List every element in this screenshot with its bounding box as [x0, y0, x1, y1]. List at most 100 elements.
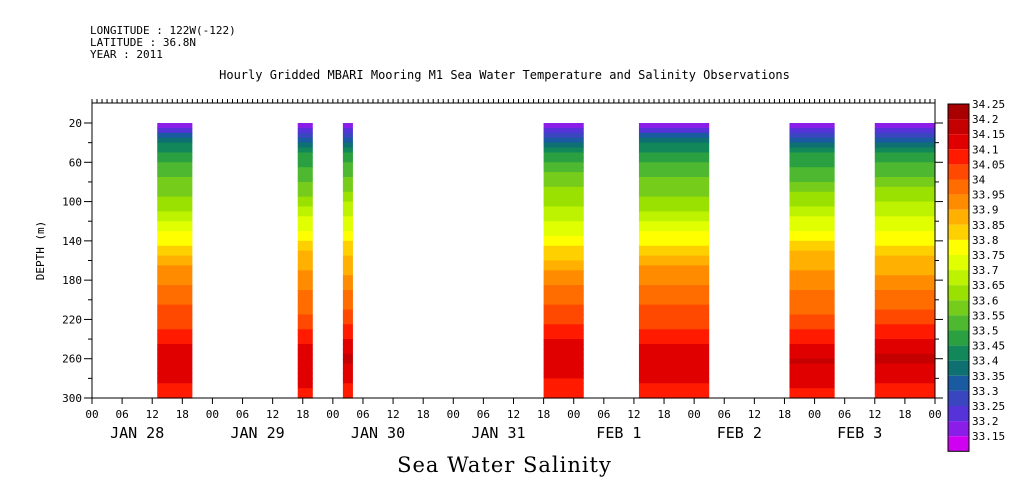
salinity-band: [342, 162, 353, 168]
salinity-band: [638, 343, 710, 350]
colorbar-swatch: [948, 119, 969, 135]
salinity-band: [874, 137, 935, 144]
salinity-band: [789, 265, 835, 271]
salinity-band: [874, 334, 935, 340]
colorbar-swatch: [948, 330, 969, 346]
salinity-band: [874, 240, 935, 247]
salinity-band: [543, 285, 584, 291]
salinity-band: [543, 319, 584, 325]
salinity-band: [157, 309, 193, 316]
colorbar-frame: [947, 103, 970, 452]
salinity-band: [157, 363, 193, 370]
salinity-band: [789, 235, 835, 242]
salinity-band: [342, 152, 353, 158]
salinity-band: [297, 270, 313, 276]
salinity-band: [342, 383, 353, 389]
salinity-band: [543, 231, 584, 237]
hour-tick-label: 18: [898, 408, 911, 421]
salinity-band: [543, 304, 584, 311]
salinity-band: [543, 152, 584, 158]
salinity-band: [297, 275, 313, 281]
salinity-band: [638, 388, 710, 394]
salinity-band: [789, 127, 835, 134]
salinity-band: [543, 368, 584, 375]
depth-tick-label: 140: [62, 235, 82, 248]
salinity-band: [543, 162, 584, 168]
colorbar-swatch: [948, 179, 969, 195]
salinity-band: [789, 348, 835, 355]
salinity-band: [297, 147, 313, 154]
colorbar-label: 33.15: [972, 430, 1005, 443]
salinity-band: [342, 132, 353, 139]
salinity-band: [342, 181, 353, 188]
salinity-band: [789, 260, 835, 267]
salinity-band: [342, 235, 353, 242]
salinity-band: [874, 132, 935, 139]
salinity-band: [789, 339, 835, 345]
salinity-band: [874, 127, 935, 134]
depth-tick-label: 180: [62, 274, 82, 287]
salinity-band: [543, 147, 584, 154]
salinity-band: [789, 167, 835, 173]
salinity-band: [157, 393, 193, 399]
salinity-band: [874, 191, 935, 198]
salinity-band: [157, 289, 193, 296]
salinity-band: [638, 231, 710, 237]
salinity-band: [342, 240, 353, 247]
salinity-band: [789, 368, 835, 375]
salinity-band: [342, 378, 353, 384]
salinity-band: [342, 177, 353, 183]
salinity-band: [157, 235, 193, 242]
salinity-band: [874, 309, 935, 316]
salinity-band: [789, 186, 835, 193]
salinity-band: [638, 353, 710, 360]
salinity-band: [789, 363, 835, 370]
hour-tick-label: 00: [808, 408, 821, 421]
salinity-band: [157, 324, 193, 330]
salinity-band: [543, 309, 584, 316]
salinity-band: [157, 211, 193, 217]
salinity-band: [157, 137, 193, 144]
salinity-band: [342, 221, 353, 227]
salinity-band: [874, 299, 935, 306]
salinity-band: [543, 299, 584, 306]
salinity-band: [297, 206, 313, 212]
salinity-band: [543, 334, 584, 340]
salinity-band: [297, 196, 313, 203]
salinity-band: [789, 324, 835, 330]
salinity-band: [789, 255, 835, 262]
salinity-band: [342, 348, 353, 355]
colorbar-label: 33.75: [972, 249, 1005, 262]
salinity-band: [297, 309, 313, 316]
salinity-band: [342, 299, 353, 306]
salinity-band: [638, 339, 710, 345]
salinity-band: [638, 127, 710, 134]
salinity-band: [874, 235, 935, 242]
salinity-band: [874, 280, 935, 286]
salinity-band: [638, 285, 710, 291]
salinity-band: [157, 152, 193, 158]
salinity-band: [789, 132, 835, 139]
salinity-band: [874, 388, 935, 394]
salinity-band: [543, 289, 584, 296]
salinity-band: [789, 147, 835, 154]
salinity-band: [342, 231, 353, 237]
colorbar-label: 34.2: [972, 113, 999, 126]
salinity-band: [874, 383, 935, 389]
salinity-band: [874, 196, 935, 203]
depth-tick-label: 60: [69, 156, 82, 169]
salinity-band: [874, 319, 935, 325]
salinity-band: [638, 378, 710, 384]
salinity-band: [638, 123, 710, 129]
colorbar-swatch: [948, 134, 969, 150]
salinity-band: [157, 294, 193, 301]
salinity-band: [543, 265, 584, 271]
salinity-band: [874, 314, 935, 321]
salinity-band: [638, 181, 710, 188]
salinity-band: [638, 329, 710, 335]
salinity-band: [789, 343, 835, 350]
hour-tick-label: 06: [477, 408, 490, 421]
salinity-band: [157, 280, 193, 286]
salinity-band: [789, 177, 835, 183]
